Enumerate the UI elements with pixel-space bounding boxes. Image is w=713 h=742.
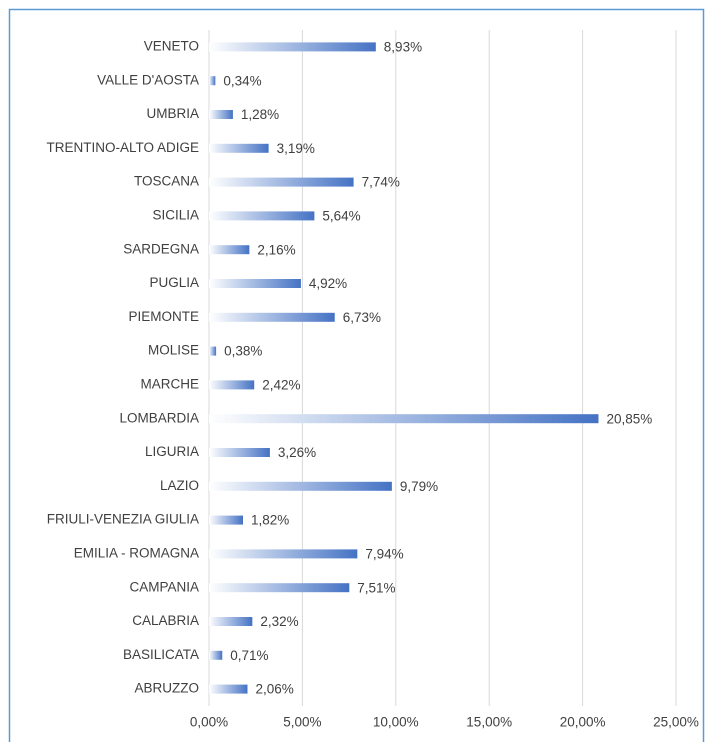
- y-tick-label: PUGLIA: [149, 275, 199, 290]
- data-label: 2,06%: [255, 682, 293, 697]
- y-tick-label: MARCHE: [140, 376, 199, 391]
- bar: [209, 76, 216, 86]
- x-tick-label: 15,00%: [466, 715, 512, 730]
- data-label: 1,28%: [241, 107, 279, 122]
- data-label: 2,16%: [257, 242, 295, 257]
- data-label: 5,64%: [322, 208, 360, 223]
- data-label: 8,93%: [384, 39, 422, 54]
- bar: [209, 650, 223, 660]
- data-label: 7,74%: [362, 175, 400, 190]
- y-tick-label: UMBRIA: [146, 106, 199, 121]
- data-label: 7,51%: [357, 580, 395, 595]
- data-label: 3,19%: [277, 141, 315, 156]
- x-tick-label: 20,00%: [560, 715, 606, 730]
- x-tick-label: 5,00%: [283, 715, 321, 730]
- data-label: 2,32%: [260, 614, 298, 629]
- data-label: 0,34%: [223, 73, 261, 88]
- data-label: 3,26%: [278, 445, 316, 460]
- bar: [209, 481, 392, 491]
- y-tick-label: LAZIO: [160, 478, 199, 493]
- y-tick-label: PIEMONTE: [128, 309, 199, 324]
- bar: [209, 110, 233, 119]
- bar: [209, 346, 217, 356]
- bar: [209, 279, 301, 288]
- bar: [209, 414, 599, 424]
- bar: [209, 42, 376, 52]
- y-tick-label: SARDEGNA: [123, 241, 199, 256]
- bar: [209, 312, 335, 322]
- chart-border: [8, 8, 705, 742]
- y-tick-label: VENETO: [144, 38, 199, 53]
- y-tick-label: MOLISE: [148, 343, 199, 358]
- data-label: 2,42%: [262, 377, 300, 392]
- y-tick-label: SICILIA: [152, 207, 199, 222]
- x-tick-label: 10,00%: [373, 715, 419, 730]
- bar: [209, 448, 270, 457]
- bar: [209, 549, 358, 559]
- bar: [209, 684, 248, 694]
- data-label: 20,85%: [606, 411, 652, 426]
- y-tick-label: BASILICATA: [123, 647, 199, 662]
- data-label: 0,38%: [224, 344, 262, 359]
- data-label: 4,92%: [309, 276, 347, 291]
- y-tick-label: LIGURIA: [145, 444, 199, 459]
- bar: [209, 515, 243, 525]
- data-label: 1,82%: [251, 513, 289, 528]
- data-label: 0,71%: [230, 648, 268, 663]
- y-tick-label: VALLE D'AOSTA: [97, 72, 199, 87]
- x-tick-label: 25,00%: [653, 715, 699, 730]
- bar: [209, 617, 253, 626]
- y-tick-label: FRIULI-VENEZIA GIULIA: [47, 512, 199, 527]
- y-tick-label: ABRUZZO: [134, 681, 199, 696]
- x-tick-label: 0,00%: [190, 715, 228, 730]
- y-tick-label: CALABRIA: [132, 613, 199, 628]
- y-tick-label: TOSCANA: [134, 174, 199, 189]
- data-label: 9,79%: [400, 479, 438, 494]
- y-tick-label: TRENTINO-ALTO ADIGE: [46, 140, 199, 155]
- data-label: 7,94%: [365, 546, 403, 561]
- y-tick-label: LOMBARDIA: [119, 410, 199, 425]
- y-tick-label: EMILIA - ROMAGNA: [74, 545, 199, 560]
- bar: [209, 177, 354, 187]
- data-label: 6,73%: [343, 310, 381, 325]
- bar: [209, 583, 350, 593]
- bar: [209, 211, 315, 221]
- bar: [209, 380, 255, 390]
- bar: [209, 143, 269, 153]
- y-tick-label: CAMPANIA: [129, 579, 199, 594]
- bar: [209, 245, 250, 255]
